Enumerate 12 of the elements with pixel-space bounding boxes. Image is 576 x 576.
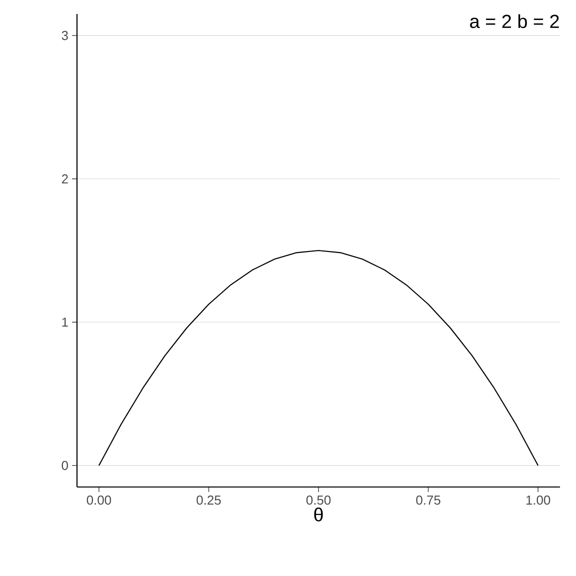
y-tick-label: 2 — [62, 174, 68, 184]
line-series — [98, 250, 539, 466]
y-tick-label: 3 — [62, 30, 68, 40]
annotation: a = 2 b = 2 — [470, 14, 559, 28]
x-tick-label: 0.75 — [416, 496, 440, 505]
y-tick-label: 1 — [62, 318, 68, 327]
x-tick-label: 1.00 — [526, 496, 550, 505]
x-tick-label: 0.00 — [86, 496, 112, 505]
x-axis-title: θ — [314, 508, 323, 522]
x-tick-label: 0.25 — [196, 496, 221, 505]
x-tick-label: 0.50 — [306, 496, 331, 505]
y-tick-label: 0 — [62, 460, 68, 470]
